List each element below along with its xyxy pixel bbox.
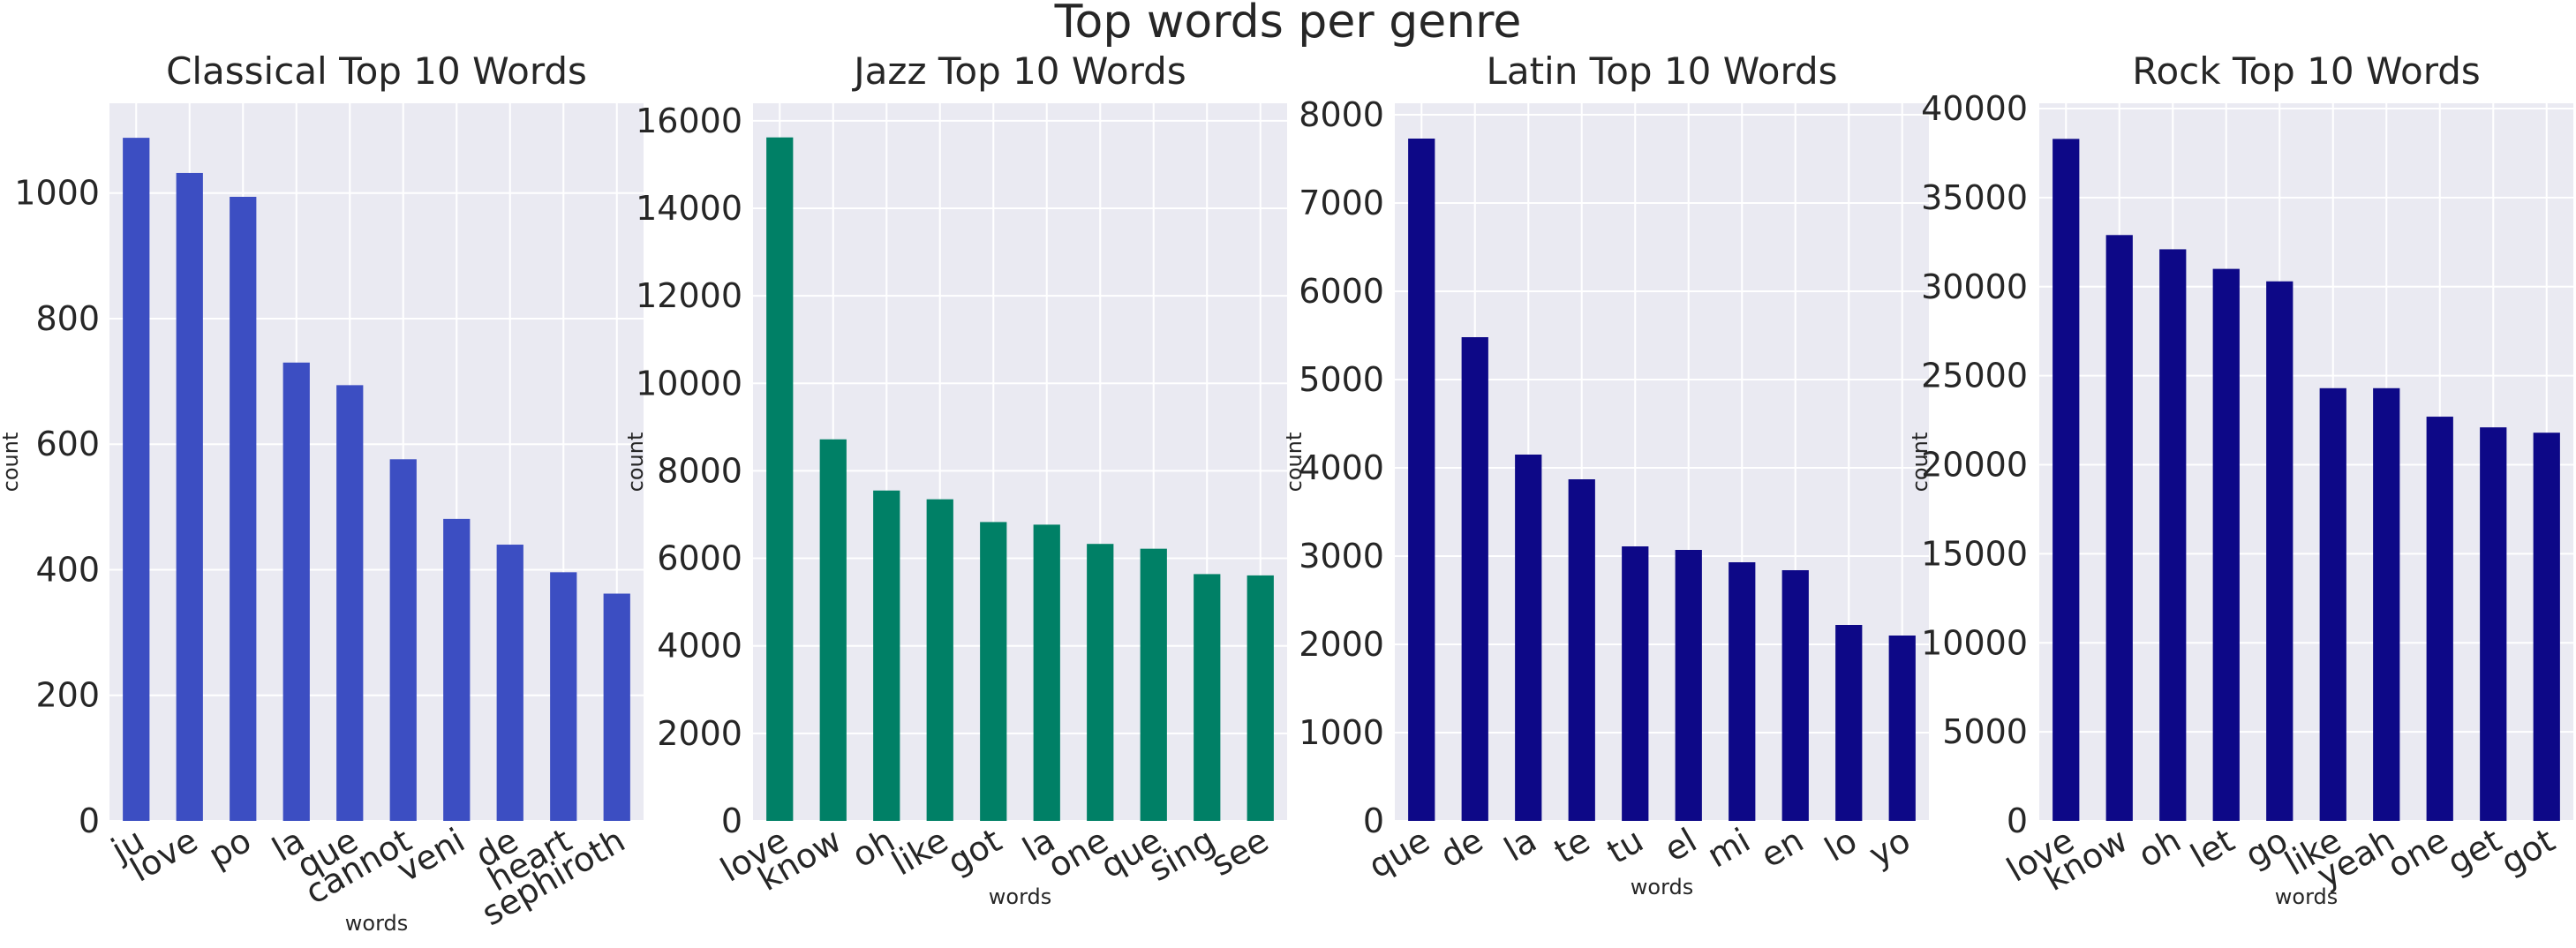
y-tick-label: 30000 <box>1921 267 2028 306</box>
y-tick-label: 12000 <box>636 276 742 315</box>
y-tick-label: 40000 <box>1921 89 2028 128</box>
bar-la <box>1033 524 1060 821</box>
y-tick-label: 7000 <box>1299 184 1384 222</box>
bar-lo <box>1835 625 1863 821</box>
bar-love <box>176 172 203 821</box>
bar-de <box>496 545 523 821</box>
y-tick-label: 1000 <box>1299 713 1384 752</box>
bar-tu <box>1622 546 1649 821</box>
y-tick-label: 6000 <box>1299 272 1384 311</box>
subplot-title: Jazz Top 10 Words <box>851 49 1186 93</box>
bar-ju <box>123 138 150 821</box>
bar-got <box>2533 433 2560 821</box>
bar-sephiroth <box>603 593 630 821</box>
y-tick-label: 25000 <box>1921 357 2028 395</box>
y-tick-label: 35000 <box>1921 178 2028 217</box>
bar-mi <box>1729 562 1756 821</box>
bar-let <box>2212 268 2240 822</box>
bar-oh <box>873 490 900 821</box>
y-tick-label: 10000 <box>1921 623 2028 662</box>
bar-like <box>2319 387 2346 821</box>
bar-see <box>1247 575 1274 821</box>
y-tick-label: 20000 <box>1921 446 2028 485</box>
bar-la <box>1515 455 1542 821</box>
y-tick-label: 0 <box>2007 801 2028 840</box>
bar-heart <box>550 572 577 821</box>
bar-yeah <box>2373 387 2400 821</box>
y-tick-label: 1000 <box>14 174 100 213</box>
x-axis-label: words <box>1631 875 1694 899</box>
bar-que <box>336 385 364 821</box>
bar-el <box>1675 550 1702 821</box>
bar-oh <box>2159 249 2187 821</box>
bar-go <box>2266 281 2294 822</box>
y-tick-label: 0 <box>1363 801 1384 840</box>
y-tick-label: 16000 <box>636 102 742 140</box>
y-tick-label: 4000 <box>1299 448 1384 487</box>
bar-love <box>766 137 794 822</box>
y-tick-label: 400 <box>35 550 100 589</box>
bar-get <box>2480 427 2507 821</box>
bar-know <box>2105 235 2133 821</box>
y-tick-label: 600 <box>35 425 100 463</box>
bar-like <box>926 499 953 821</box>
y-tick-label: 200 <box>35 676 100 715</box>
y-tick-label: 8000 <box>1299 95 1384 134</box>
y-tick-label: 14000 <box>636 189 742 228</box>
y-tick-label: 3000 <box>1299 537 1384 576</box>
bar-po <box>230 196 257 821</box>
bar-en <box>1781 570 1809 821</box>
bar-know <box>819 439 847 821</box>
y-axis-label: count <box>1282 433 1307 493</box>
x-axis-label: words <box>989 884 1052 909</box>
y-tick-label: 4000 <box>657 627 742 666</box>
y-tick-label: 800 <box>35 299 100 338</box>
bar-que <box>1408 139 1435 821</box>
x-axis-label: words <box>345 911 409 936</box>
y-tick-label: 6000 <box>657 539 742 578</box>
figure-suptitle: Top words per genre <box>1054 0 1522 49</box>
bar-cannot <box>389 459 417 821</box>
bar-sing <box>1194 574 1221 821</box>
y-tick-label: 0 <box>79 801 100 840</box>
bar-one <box>1087 544 1114 821</box>
y-tick-label: 10000 <box>636 364 742 403</box>
y-tick-label: 2000 <box>1299 625 1384 664</box>
y-tick-label: 5000 <box>1299 360 1384 399</box>
bar-got <box>980 522 1007 821</box>
bar-veni <box>443 518 471 821</box>
subplot-title: Latin Top 10 Words <box>1486 49 1837 93</box>
x-axis-label: words <box>2275 884 2339 909</box>
y-tick-label: 0 <box>721 801 742 840</box>
subplot-1: 0200040006000800010000120001400016000lov… <box>623 49 1287 909</box>
bar-te <box>1568 479 1595 821</box>
bar-yo <box>1888 636 1916 821</box>
y-axis-label: count <box>0 433 23 493</box>
y-tick-label: 2000 <box>657 714 742 753</box>
bar-que <box>1140 548 1167 821</box>
subplot-title: Classical Top 10 Words <box>166 49 587 93</box>
y-tick-label: 5000 <box>1942 712 2028 751</box>
bar-love <box>2053 139 2080 821</box>
y-tick-label: 15000 <box>1921 534 2028 573</box>
y-axis-label: count <box>1908 433 1932 493</box>
subplot-title: Rock Top 10 Words <box>2132 49 2481 93</box>
bar-la <box>282 362 310 821</box>
bar-one <box>2426 417 2453 821</box>
y-axis-label: count <box>623 433 648 493</box>
bar-de <box>1461 337 1488 821</box>
y-tick-label: 8000 <box>657 451 742 490</box>
